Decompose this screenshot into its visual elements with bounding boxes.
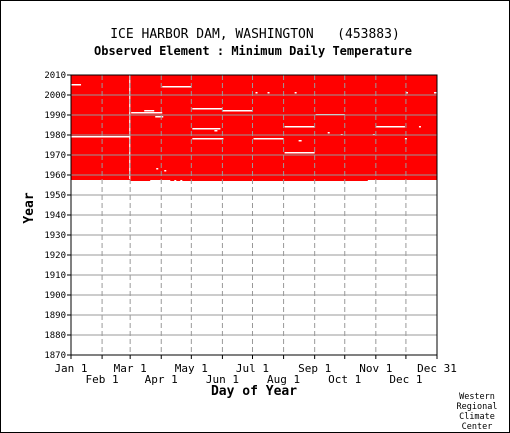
- x-tick-label: Jan 1: [54, 362, 87, 375]
- x-tick-label: Oct 1: [328, 373, 361, 386]
- y-tick-label: 1970: [44, 151, 66, 161]
- x-tick-label: Feb 1: [86, 373, 119, 386]
- y-tick-label: 1950: [44, 191, 66, 201]
- missing-segment: [284, 152, 315, 154]
- missing-segment: [327, 132, 330, 134]
- y-tick-label: 1890: [44, 311, 66, 321]
- credit-line: Climate: [459, 412, 495, 422]
- missing-segment: [71, 180, 131, 182]
- missing-segment: [180, 180, 183, 182]
- y-tick-label: 1900: [44, 291, 66, 301]
- x-tick-label: Dec 1: [389, 373, 422, 386]
- x-tick-label: Apr 1: [145, 373, 178, 386]
- credit-line: Regional: [457, 402, 498, 412]
- y-tick-label: 1910: [44, 271, 66, 281]
- missing-segment: [404, 138, 407, 140]
- missing-segment: [162, 86, 192, 88]
- x-tick-label: Jun 1: [206, 373, 239, 386]
- x-tick-label: Dec 31: [417, 362, 457, 375]
- observed-block: [71, 75, 437, 181]
- y-tick-label: 2000: [44, 91, 66, 101]
- y-axis-label: Year: [22, 192, 37, 223]
- missing-segment: [433, 92, 437, 94]
- chart-title: ICE HARBOR DAM, WASHINGTON (453883): [110, 27, 400, 42]
- missing-segment: [294, 92, 297, 94]
- missing-segment: [150, 180, 171, 182]
- missing-segment: [222, 110, 253, 112]
- y-tick-label: 1990: [44, 111, 66, 121]
- missing-segment: [174, 180, 177, 182]
- missing-segment: [418, 126, 421, 128]
- missing-segment: [144, 110, 155, 112]
- x-tick-label: Nov 1: [359, 362, 392, 375]
- missing-segment: [71, 136, 131, 138]
- x-axis-label: Day of Year: [211, 384, 297, 399]
- y-tick-label: 1870: [44, 351, 66, 361]
- x-tick-label: Mar 1: [114, 362, 147, 375]
- missing-segment: [255, 92, 258, 94]
- missing-segment: [367, 180, 437, 182]
- y-tick-label: 1920: [44, 251, 66, 261]
- missing-segment: [131, 112, 163, 114]
- missing-segment: [405, 92, 408, 94]
- y-tick-label: 1980: [44, 131, 66, 141]
- y-tick-label: 1940: [44, 211, 66, 221]
- y-tick-label: 1880: [44, 331, 66, 341]
- missing-segment: [192, 128, 221, 130]
- y-axis-ticks: 1870 1880 1890 1900 1910 1920 1930 1940 1950 1960…: [44, 71, 71, 361]
- y-tick-label: 1930: [44, 231, 66, 241]
- x-tick-label: Jul 1: [236, 362, 269, 375]
- x-tick-label: Sep 1: [298, 362, 331, 375]
- observed-data-layer: [71, 75, 437, 182]
- x-tick-label: Aug 1: [267, 373, 300, 386]
- missing-segment: [192, 138, 224, 140]
- missing-segment: [267, 92, 270, 94]
- x-tick-label: May 1: [175, 362, 208, 375]
- missing-segment: [298, 140, 302, 142]
- chart-subtitle: Observed Element : Minimum Daily Tempera…: [94, 44, 412, 58]
- missing-segment: [164, 170, 167, 172]
- credit-block: Western Regional Climate Center: [457, 392, 498, 432]
- missing-segment: [71, 84, 82, 86]
- missing-segment: [253, 138, 284, 140]
- missing-segment: [156, 168, 159, 170]
- y-tick-label: 2010: [44, 71, 66, 81]
- missing-segment: [284, 126, 315, 128]
- credit-line: Western: [459, 392, 495, 402]
- missing-segment: [375, 126, 405, 128]
- y-tick-label: 1960: [44, 171, 66, 181]
- credit-line: Center: [462, 422, 493, 432]
- missing-segment: [214, 130, 218, 132]
- missing-segment: [192, 108, 223, 110]
- missing-segment: [155, 116, 164, 118]
